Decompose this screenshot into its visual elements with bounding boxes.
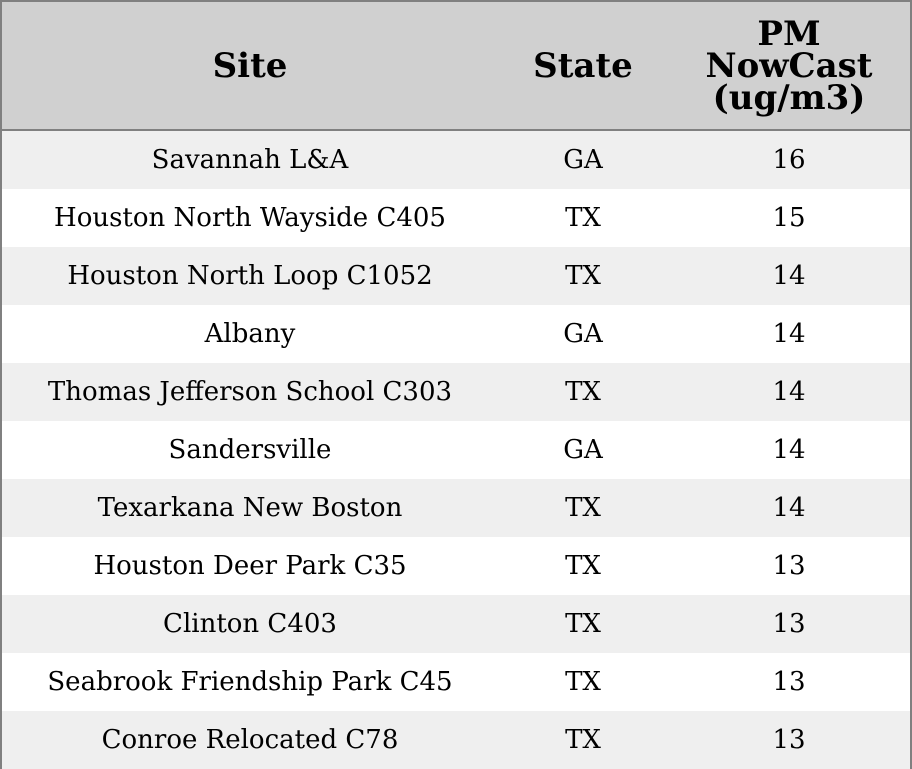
- cell-state: TX: [565, 609, 601, 639]
- header-pm-nowcast: PM NowCast (ug/m3): [668, 2, 910, 129]
- header-pm-line2: NowCast: [705, 45, 873, 86]
- table-body: Savannah L&A GA 16 Houston North Wayside C4…: [2, 131, 910, 769]
- cell-pm-nowcast: 15: [772, 203, 806, 233]
- cell-site: Texarkana New Boston: [97, 493, 403, 523]
- cell-pm-nowcast: 16: [772, 145, 806, 175]
- cell-site: Albany: [204, 319, 296, 349]
- table-row: Sandersville GA 14: [2, 421, 910, 479]
- cell-site: Savannah L&A: [151, 145, 349, 175]
- cell-site: Thomas Jefferson School C303: [47, 377, 453, 407]
- cell-pm-nowcast: 14: [772, 319, 806, 349]
- cell-pm-nowcast: 14: [772, 435, 806, 465]
- cell-pm-nowcast: 13: [772, 551, 806, 581]
- cell-pm-nowcast: 14: [772, 261, 806, 291]
- cell-state: TX: [565, 667, 601, 697]
- table-row: Clinton C403 TX 13: [2, 595, 910, 653]
- cell-site: Conroe Relocated C78: [101, 725, 399, 755]
- cell-site: Houston North Wayside C405: [54, 203, 446, 233]
- header-state-label: State: [533, 45, 633, 86]
- cell-pm-nowcast: 13: [772, 609, 806, 639]
- header-site-label: Site: [212, 45, 288, 86]
- cell-state: TX: [565, 493, 601, 523]
- cell-state: TX: [565, 203, 601, 233]
- cell-state: GA: [563, 145, 603, 175]
- cell-state: GA: [563, 319, 603, 349]
- cell-site: Houston Deer Park C35: [93, 551, 407, 581]
- header-pm-line3: (ug/m3): [712, 77, 866, 118]
- table-row: Houston North Wayside C405 TX 15: [2, 189, 910, 247]
- cell-pm-nowcast: 14: [772, 493, 806, 523]
- cell-pm-nowcast: 14: [772, 377, 806, 407]
- table-row: Seabrook Friendship Park C45 TX 13: [2, 653, 910, 711]
- cell-pm-nowcast: 13: [772, 725, 806, 755]
- header-site: Site: [2, 2, 498, 129]
- table-row: Texarkana New Boston TX 14: [2, 479, 910, 537]
- table-row: Thomas Jefferson School C303 TX 14: [2, 363, 910, 421]
- cell-state: TX: [565, 725, 601, 755]
- table-row: Conroe Relocated C78 TX 13: [2, 711, 910, 769]
- table-row: Savannah L&A GA 16: [2, 131, 910, 189]
- cell-site: Sandersville: [168, 435, 332, 465]
- header-pm-line1: PM: [757, 13, 821, 54]
- cell-site: Clinton C403: [163, 609, 337, 639]
- table-row: Houston North Loop C1052 TX 14: [2, 247, 910, 305]
- cell-site: Seabrook Friendship Park C45: [47, 667, 453, 697]
- cell-state: TX: [565, 551, 601, 581]
- table-row: Albany GA 14: [2, 305, 910, 363]
- header-state: State: [498, 2, 668, 129]
- table-header-row: Site State PM NowCast (ug/m3): [2, 2, 910, 131]
- cell-site: Houston North Loop C1052: [67, 261, 433, 291]
- cell-state: TX: [565, 377, 601, 407]
- table-row: Houston Deer Park C35 TX 13: [2, 537, 910, 595]
- cell-pm-nowcast: 13: [772, 667, 806, 697]
- cell-state: TX: [565, 261, 601, 291]
- cell-state: GA: [563, 435, 603, 465]
